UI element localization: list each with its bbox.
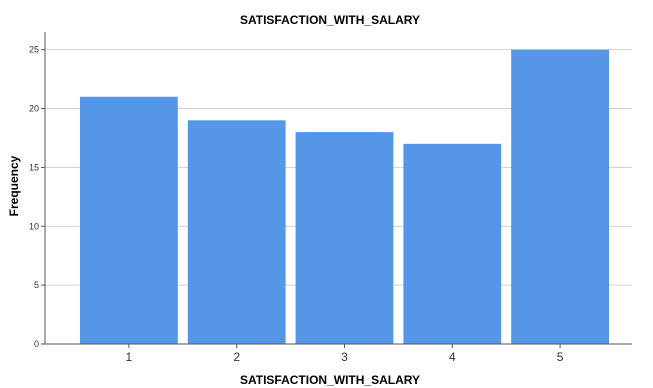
x-tick-label: 1 bbox=[126, 350, 133, 364]
bar-1 bbox=[80, 96, 178, 344]
y-tick-label: 15 bbox=[29, 162, 39, 172]
x-axis-label: SATISFACTION_WITH_SALARY bbox=[240, 373, 420, 387]
x-tick-labels: 1 2 3 4 5 bbox=[126, 350, 564, 364]
bars bbox=[80, 49, 609, 345]
y-axis-label: Frequency bbox=[7, 155, 21, 216]
y-tick-label: 10 bbox=[29, 221, 39, 231]
y-tick-label: 5 bbox=[34, 280, 39, 290]
y-tick-label: 20 bbox=[29, 104, 39, 114]
bar-4 bbox=[403, 143, 502, 344]
bar-5 bbox=[511, 49, 609, 345]
chart-title: SATISFACTION_WITH_SALARY bbox=[240, 13, 420, 27]
y-tick-label: 25 bbox=[29, 45, 39, 55]
y-tick-label: 0 bbox=[34, 339, 39, 349]
x-tick-label: 3 bbox=[341, 350, 348, 364]
bar-2 bbox=[187, 120, 286, 345]
bar-3 bbox=[295, 132, 394, 344]
x-tick-label: 5 bbox=[557, 350, 564, 364]
x-tick-label: 2 bbox=[233, 350, 240, 364]
y-tick-labels: 0 5 10 15 20 25 bbox=[29, 45, 39, 349]
axes bbox=[41, 32, 632, 348]
x-tick-label: 4 bbox=[449, 350, 456, 364]
